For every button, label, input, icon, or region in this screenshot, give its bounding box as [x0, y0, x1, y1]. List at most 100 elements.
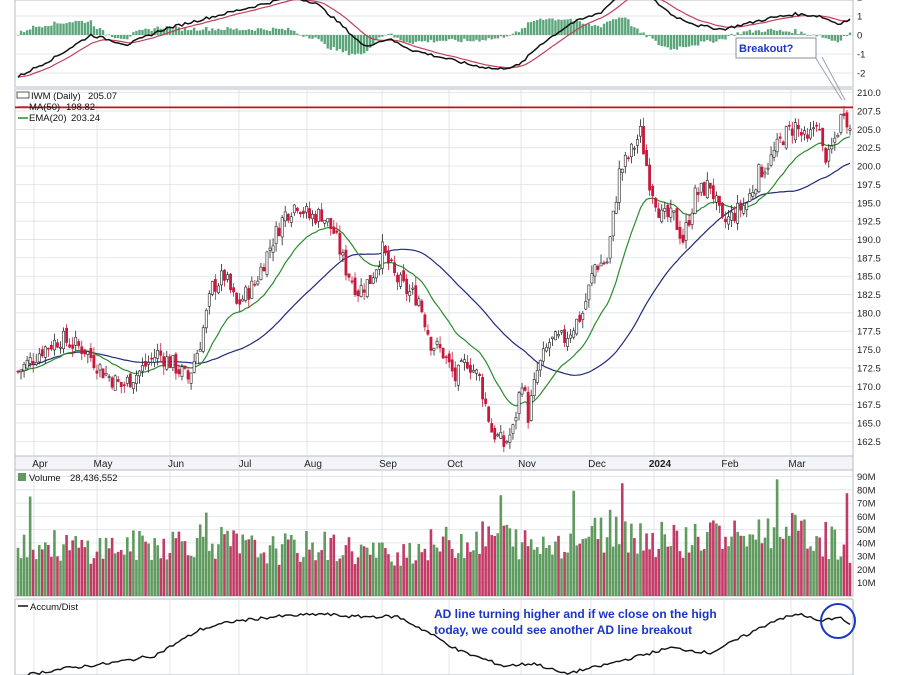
candle-body [256, 280, 260, 285]
volume-bar [542, 536, 545, 596]
macd-histogram-bar [472, 35, 475, 42]
macd-histogram-bar [533, 21, 536, 35]
macd-histogram-bar [611, 19, 615, 35]
volume-bar [693, 523, 697, 596]
volume-bar [639, 523, 642, 596]
volume-bar [751, 534, 755, 596]
macd-histogram-bar [660, 35, 663, 47]
volume-bar [666, 546, 670, 596]
volume-bar [405, 557, 408, 596]
volume-bar [842, 544, 846, 596]
volume-bar [475, 531, 478, 596]
macd-histogram-bar [408, 35, 411, 44]
candlesticks [16, 105, 852, 453]
candle-body [144, 361, 147, 367]
macd-histogram-bar [47, 26, 50, 35]
candle-body [554, 331, 557, 341]
macd-histogram-bar [520, 28, 524, 35]
macd-histogram-bar [280, 28, 284, 35]
macd-histogram-bar [247, 29, 250, 35]
volume-bar [620, 483, 624, 596]
macd-histogram-bar [693, 35, 697, 46]
volume-bar [247, 539, 251, 596]
candle-body [220, 270, 223, 286]
candle-body [174, 353, 178, 374]
macd-histogram-bar [463, 35, 466, 39]
candle-body [639, 126, 642, 137]
candle-body [168, 356, 172, 369]
macd-histogram-bar [821, 35, 824, 38]
macd-histogram-bar [797, 34, 800, 35]
macd-histogram-bar [168, 27, 172, 35]
candle-body [684, 222, 688, 241]
macd-histogram-bar [781, 31, 785, 35]
candle-body [16, 370, 20, 373]
candle-body [453, 367, 457, 382]
volume-bar [320, 550, 323, 596]
candle-body [210, 281, 214, 295]
volume-bar [763, 537, 767, 596]
legend-ema20: EMA(20) [29, 113, 66, 124]
volume-bar [162, 538, 166, 596]
volume-bar [259, 553, 263, 596]
candle-body [475, 369, 478, 374]
macd-histogram-bar [454, 35, 457, 40]
macd-histogram-bar [575, 19, 578, 35]
macd-histogram-bar [25, 30, 29, 35]
macd-histogram-bar [359, 35, 363, 55]
volume-bar [299, 561, 302, 596]
candle-body [19, 369, 23, 373]
volume-bar [736, 531, 739, 596]
volume-bar [566, 552, 569, 596]
volume-bar [651, 532, 654, 596]
candle-body [119, 381, 123, 387]
macd-histogram-bar [19, 30, 23, 35]
macd-histogram-bar [648, 35, 651, 37]
macd-histogram-bar [557, 19, 560, 35]
volume-bar [68, 550, 71, 596]
candle-body [268, 247, 272, 251]
volume-bar [95, 551, 99, 596]
candle-body [845, 112, 849, 128]
volume-bar [757, 519, 761, 596]
candle-body [125, 376, 129, 384]
volume-bar [132, 530, 135, 596]
volume-bar [317, 552, 320, 596]
candle-body [711, 185, 715, 200]
macd-histogram-bar [22, 32, 26, 35]
macd-histogram-bar [630, 26, 633, 35]
month-label: Apr [32, 459, 48, 470]
volume-bar [824, 522, 828, 596]
volume-bar [669, 546, 673, 596]
volume-bar [207, 550, 211, 596]
macd-histogram-bar [259, 28, 263, 35]
macd-histogram-bar [192, 27, 196, 35]
candle-body [730, 211, 733, 221]
macd-histogram-bar [748, 29, 751, 35]
volume-bar [350, 551, 354, 596]
macd-histogram-bar [147, 28, 150, 35]
candle-body [25, 360, 29, 369]
macd-panel [14, 0, 854, 88]
macd-histogram-bar [742, 31, 745, 35]
macd-histogram-bar [657, 35, 660, 46]
macd-histogram-bar [347, 35, 351, 56]
macd-histogram-bar [757, 30, 761, 35]
candle-body [660, 209, 664, 222]
volume-bar [253, 539, 257, 596]
volume-bar [827, 558, 831, 596]
candle-body [74, 336, 78, 346]
candle-body [156, 350, 160, 359]
price-tick-label: 195.0 [857, 198, 881, 209]
candle-body [411, 287, 415, 290]
volume-bar [435, 547, 439, 596]
macd-histogram-bar [268, 30, 272, 35]
volume-bar [80, 539, 84, 596]
candle-body [745, 202, 749, 211]
macd-histogram-bar [62, 23, 65, 35]
volume-bar [848, 562, 852, 596]
macd-histogram-bar [824, 35, 827, 39]
candle-body [171, 355, 175, 368]
candle-body [629, 143, 633, 158]
volume-bar [177, 531, 181, 596]
